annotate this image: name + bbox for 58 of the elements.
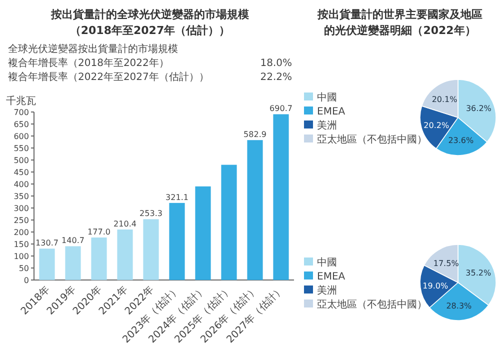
bar [273,114,289,280]
legend-label: 亞太地區（不包括中國） [317,134,427,146]
y-tick-label: 150 [14,240,29,249]
data-label: 690.7 [270,104,292,114]
text: 22.2% [260,72,292,83]
data-label: 19.0% [422,281,448,290]
data-label: 582.9 [244,130,266,140]
bar [39,248,55,280]
y-tick-label: 50 [18,264,29,273]
data-label: 140.7 [62,236,84,246]
y-tick-label: 100 [14,252,29,261]
legend-label: EMEA [317,106,346,118]
legend-label: 亞太地區（不包括中國） [317,298,427,310]
bar [195,186,211,280]
data-label: 20.2% [424,120,450,130]
data-label: 35.2% [466,268,492,278]
data-label: 23.6% [448,136,474,146]
legend-label: 中國 [317,256,337,268]
y-tick-label: 250 [14,216,29,225]
bar [247,140,263,280]
text: 複合年增長率（2018年至2022年） [8,57,169,69]
bar [65,246,81,280]
data-label: 20.1% [432,95,458,104]
data-label: 177.0 [88,228,110,237]
text: 全球光伏逆變器按出貨量計的市場規模 [8,43,178,55]
legend-label: 美洲 [317,284,337,296]
data-label: 17.5% [433,259,460,268]
y-tick-label: 350 [14,192,29,201]
data-label: 130.7 [36,238,58,248]
legend-label: EMEA [317,272,346,282]
data-label: 36.2% [466,104,492,113]
text: 18.0% [260,58,292,69]
bar [91,238,107,280]
y-tick-label: 650 [14,120,29,129]
bar [221,164,237,280]
y-tick-label: 450 [14,168,29,177]
bar [169,202,185,280]
bar [117,230,133,280]
y-tick-label: 400 [14,180,29,189]
text: 複合年增長率（2022年至2027年（估計）） [8,71,209,83]
y-tick-label: 700 [14,108,29,117]
legend-label: 美洲 [317,120,337,132]
chart-title: 按出貨量計的世界主要國家及地區的光伏逆變器明細（2022年） [316,8,482,37]
y-tick-label: 550 [14,144,29,153]
y-tick-label: 500 [14,156,29,165]
chart-title: 按出貨量計的全球光伏逆變器的市場規模 [50,8,250,21]
y-tick-label: 600 [14,132,29,141]
y-tick-label: 300 [14,204,29,213]
data-label: 321.1 [166,192,188,202]
legend-label: 中國 [317,92,337,104]
data-label: 210.4 [114,220,136,229]
y-axis-title: 千兆瓦 [6,95,36,107]
y-tick-label: 200 [14,228,29,237]
data-label: 28.3% [446,301,472,310]
chart-subtitle: （2018年至2027年（估計）） [70,24,230,37]
bar [143,219,159,280]
y-tick-label: 0 [24,276,29,285]
data-label: 253.3 [140,209,162,218]
